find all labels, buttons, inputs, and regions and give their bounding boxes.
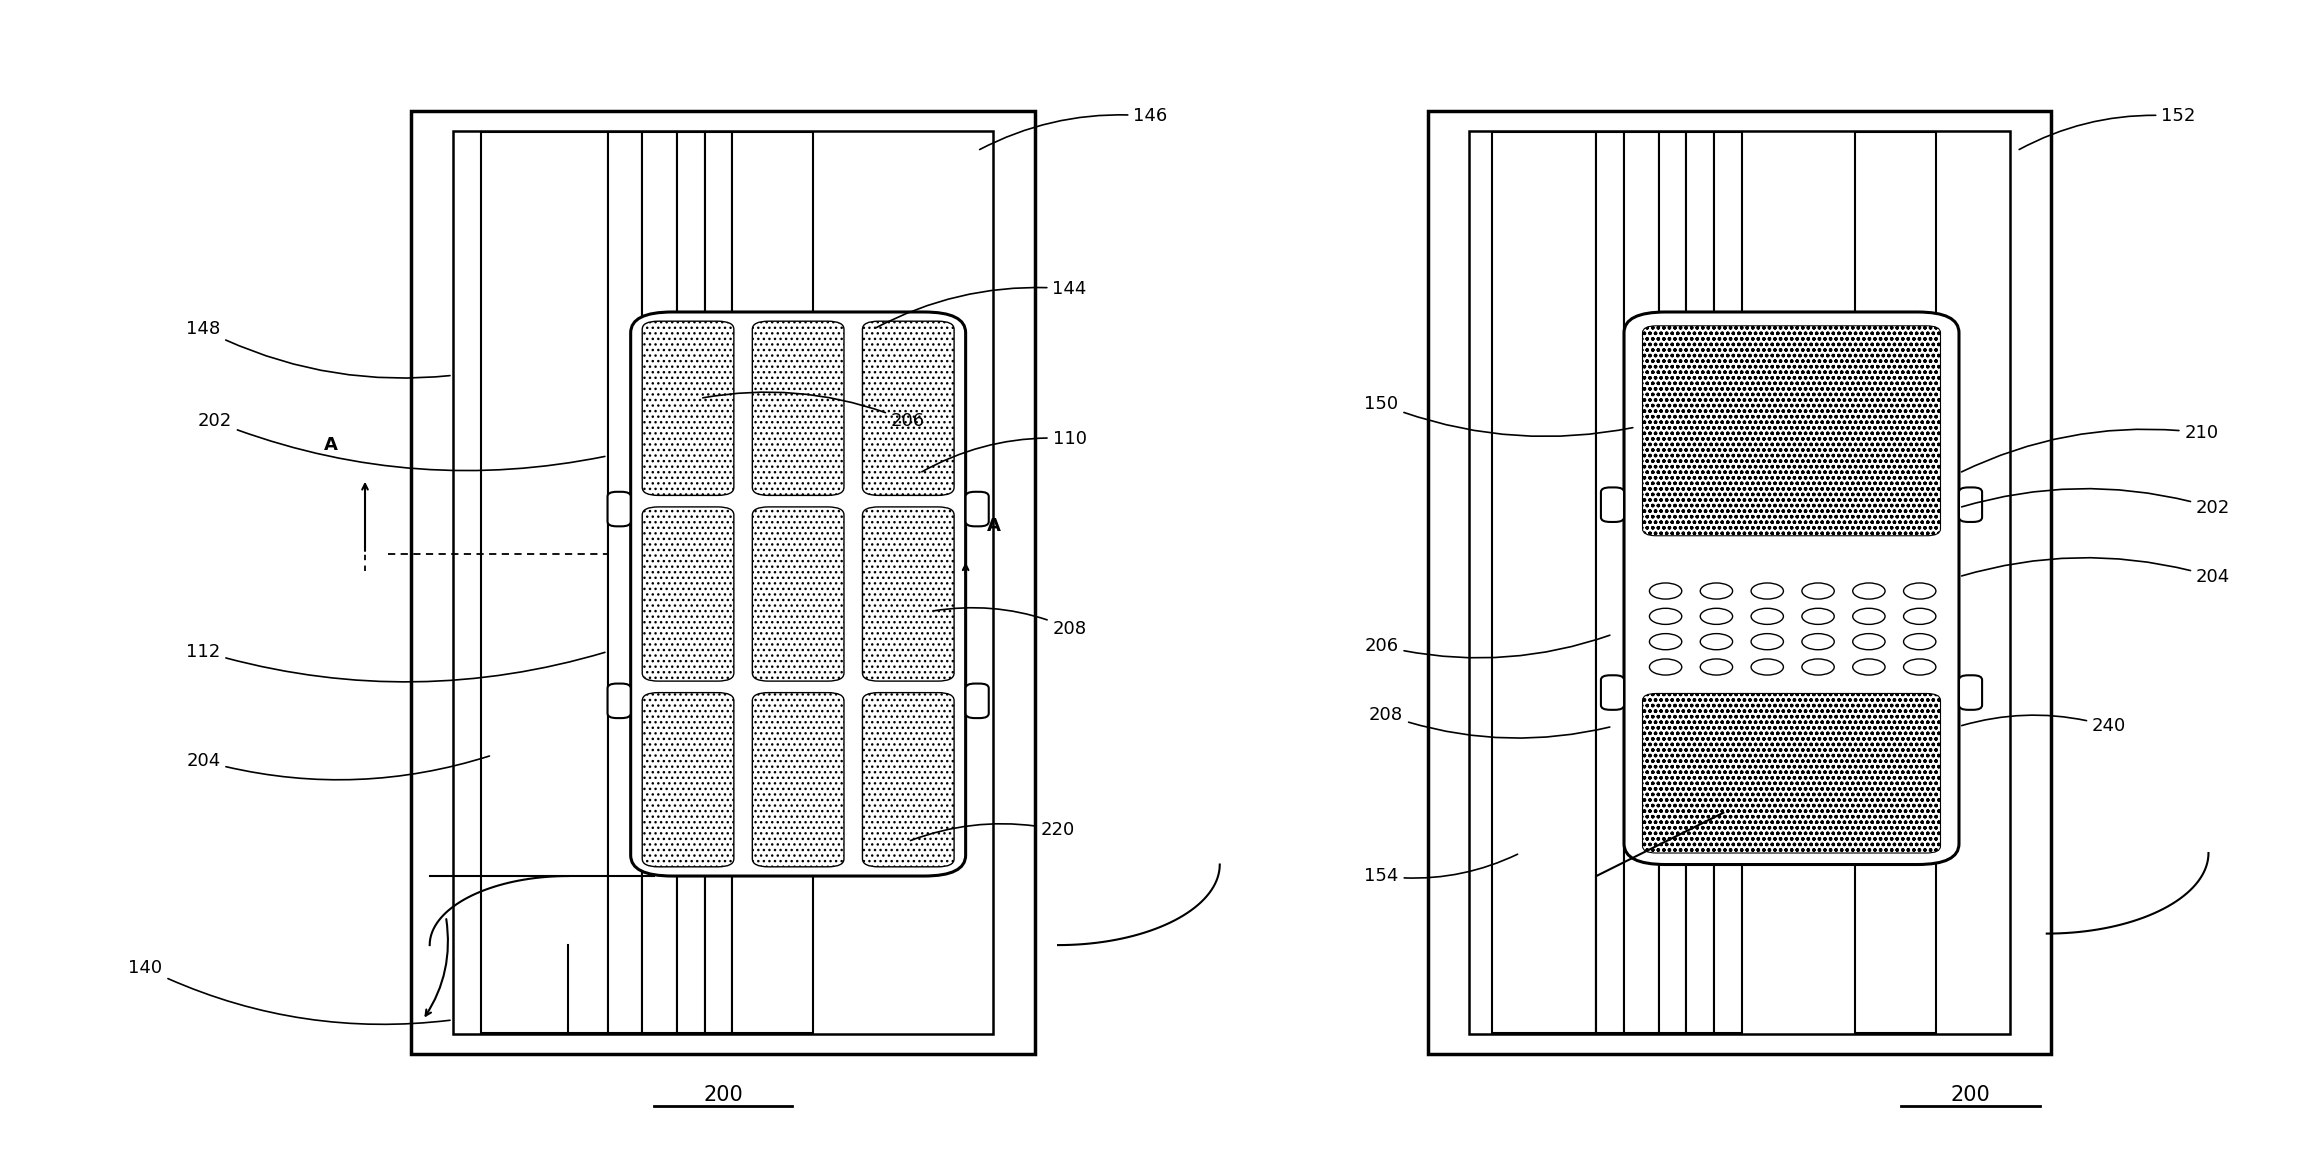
Text: A: A [323, 436, 337, 454]
Bar [1469, 132, 2010, 1033]
FancyBboxPatch shape [641, 507, 734, 682]
FancyBboxPatch shape [1959, 676, 1982, 709]
Bar [1427, 111, 2052, 1054]
Text: 200: 200 [704, 1085, 744, 1104]
Bar [1492, 133, 1597, 1032]
FancyBboxPatch shape [753, 322, 844, 495]
FancyBboxPatch shape [1624, 312, 1959, 864]
Text: 154: 154 [1364, 854, 1518, 885]
Text: 204: 204 [1961, 558, 2231, 586]
Text: 204: 204 [186, 751, 490, 779]
FancyBboxPatch shape [862, 322, 955, 495]
Bar [641, 133, 676, 1032]
FancyBboxPatch shape [1959, 487, 1982, 522]
Text: 144: 144 [876, 280, 1088, 327]
Text: 206: 206 [702, 393, 925, 430]
Bar [1855, 133, 1936, 1032]
Bar [1687, 133, 1715, 1032]
FancyBboxPatch shape [862, 693, 955, 867]
Text: 208: 208 [934, 608, 1088, 637]
Text: 148: 148 [186, 320, 451, 379]
FancyBboxPatch shape [753, 507, 844, 682]
Text: 202: 202 [198, 412, 604, 471]
Bar [704, 133, 732, 1032]
FancyBboxPatch shape [967, 684, 988, 718]
FancyBboxPatch shape [1643, 326, 1941, 536]
FancyBboxPatch shape [1643, 693, 1941, 853]
Bar [676, 133, 704, 1032]
Text: A: A [985, 517, 999, 535]
Bar [1624, 133, 1659, 1032]
FancyBboxPatch shape [967, 492, 988, 527]
FancyBboxPatch shape [641, 322, 734, 495]
Bar [453, 132, 992, 1033]
FancyBboxPatch shape [607, 492, 630, 527]
Bar [732, 133, 813, 1032]
FancyBboxPatch shape [630, 312, 967, 876]
Bar [411, 111, 1034, 1054]
Bar [1659, 133, 1687, 1032]
FancyBboxPatch shape [1601, 487, 1624, 522]
Text: 140: 140 [128, 959, 451, 1024]
Bar [1597, 133, 1624, 1032]
Text: 112: 112 [186, 643, 604, 682]
Text: 208: 208 [1369, 706, 1611, 739]
Text: 210: 210 [1961, 424, 2219, 472]
FancyBboxPatch shape [862, 507, 955, 682]
Text: 200: 200 [1950, 1085, 1989, 1104]
Bar [607, 133, 641, 1032]
Text: 152: 152 [2020, 107, 2196, 149]
Text: 146: 146 [981, 107, 1167, 149]
FancyBboxPatch shape [641, 693, 734, 867]
Text: 220: 220 [911, 821, 1076, 840]
Text: 150: 150 [1364, 395, 1634, 437]
Text: 206: 206 [1364, 635, 1611, 658]
Text: 240: 240 [1961, 715, 2126, 735]
FancyBboxPatch shape [1601, 676, 1624, 709]
FancyBboxPatch shape [607, 684, 630, 718]
FancyBboxPatch shape [753, 693, 844, 867]
Bar [1715, 133, 1741, 1032]
Text: 202: 202 [1961, 488, 2231, 517]
Text: 110: 110 [923, 430, 1088, 472]
Bar [481, 133, 607, 1032]
